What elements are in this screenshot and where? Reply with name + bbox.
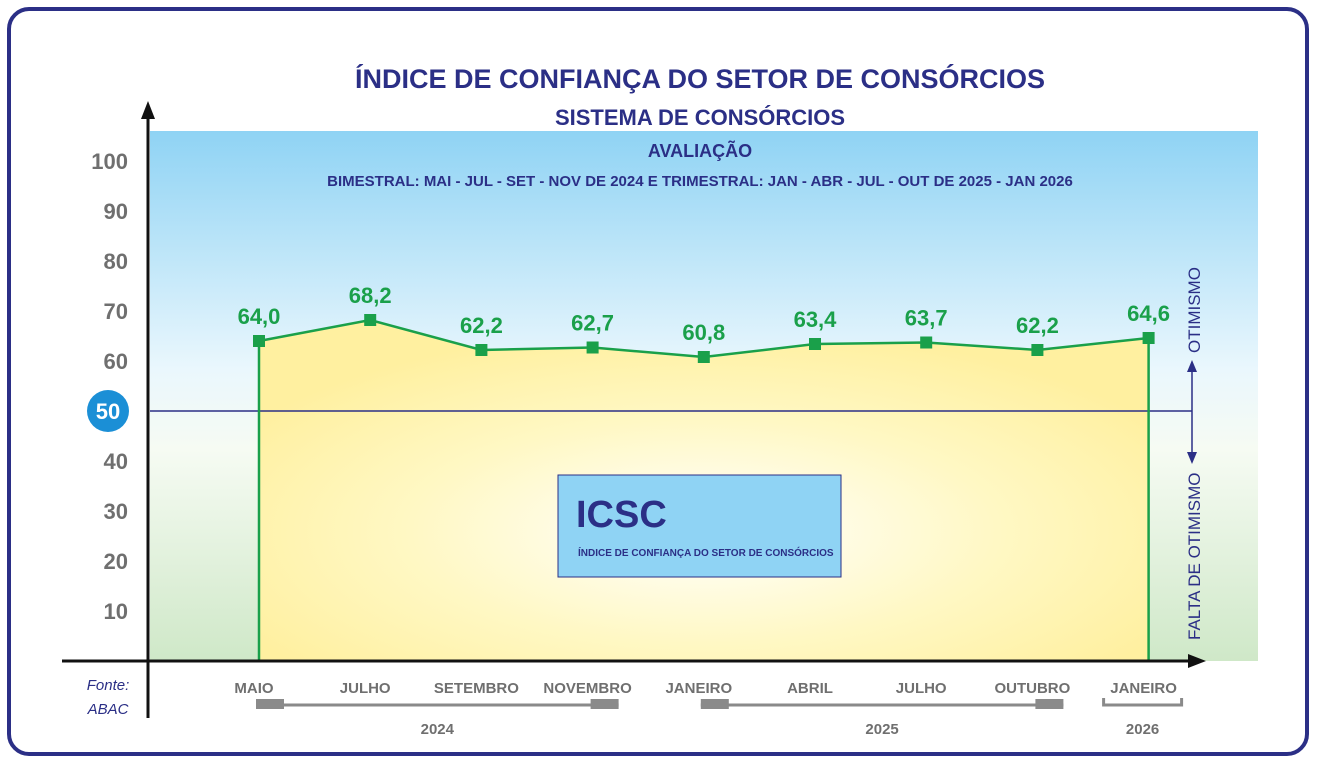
data-point: [364, 314, 377, 326]
year-brackets: 2024 2025 2026: [256, 698, 1184, 738]
y-tick-label: 10: [104, 599, 128, 624]
x-tick-label: NOVEMBRO: [543, 680, 632, 697]
data-point: [586, 341, 599, 354]
source-label: Fonte:: [87, 677, 130, 694]
data-label: 68,2: [349, 283, 392, 308]
legend-acronym: ICSC: [576, 494, 667, 536]
evaluation-detail: BIMESTRAL: MAI - JUL - SET - NOV DE 2024…: [327, 173, 1073, 190]
data-point: [1031, 344, 1044, 356]
x-axis-arrow: [1188, 654, 1206, 668]
series-markers: [253, 314, 1155, 363]
data-point: [809, 338, 821, 350]
side-arrow-up-icon: [1187, 360, 1197, 372]
data-point: [697, 351, 710, 363]
y-tick-label: 60: [104, 349, 128, 374]
side-arrow-down-icon: [1187, 452, 1197, 464]
x-tick-label: JULHO: [896, 680, 947, 697]
x-tick-label: JANEIRO: [1110, 680, 1177, 697]
x-tick-label: SETEMBRO: [434, 680, 519, 697]
year-label: 2026: [1126, 721, 1159, 738]
x-tick-label: MAIO: [234, 680, 273, 697]
y-tick-label: 20: [104, 549, 128, 574]
data-label: 62,7: [571, 311, 614, 336]
data-point: [475, 344, 488, 356]
x-axis-ticks: MAIO JULHO SETEMBRO NOVEMBRO JANEIRO ABRIL JUL…: [234, 680, 1177, 697]
y-tick-label: 100: [91, 149, 128, 174]
chart-subtitle: SISTEMA DE CONSÓRCIOS: [555, 105, 845, 130]
year-label: 2025: [865, 721, 898, 738]
data-label: 64,6: [1127, 301, 1170, 326]
year-bracket-cap: [1035, 699, 1064, 709]
y-tick-label: 90: [104, 199, 128, 224]
reference-badge: [87, 390, 129, 432]
x-tick-label: OUTUBRO: [994, 680, 1070, 697]
data-label: 63,4: [794, 307, 838, 332]
x-tick-label: JULHO: [340, 680, 391, 697]
x-tick-label: JANEIRO: [665, 680, 732, 697]
reference-label: 50: [96, 399, 120, 424]
data-point: [920, 336, 933, 349]
source-name: ABAC: [87, 701, 129, 718]
data-label: 62,2: [460, 313, 503, 338]
chart-title: ÍNDICE DE CONFIANÇA DO SETOR DE CONSÓRCI…: [355, 63, 1045, 94]
data-label: 64,0: [238, 304, 281, 329]
data-point: [1142, 332, 1155, 344]
year-bracket-cap: [700, 699, 729, 709]
x-tick-label: ABRIL: [787, 680, 833, 697]
year-bracket-cap: [256, 699, 284, 709]
lack-of-optimism-label: FALTA DE OTIMISMO: [1185, 472, 1204, 640]
data-labels: 64,0 68,2 62,2 62,7 60,8 63,4 63,7 62,2 64,6: [238, 283, 1170, 345]
y-tick-label: 80: [104, 249, 128, 274]
y-tick-label: 30: [104, 499, 128, 524]
year-bracket: [1102, 698, 1184, 707]
y-axis-arrow: [141, 101, 155, 119]
y-tick-label: 40: [104, 449, 128, 474]
y-tick-label: 70: [104, 299, 128, 324]
optimism-label: OTIMISMO: [1185, 267, 1204, 353]
legend-description: ÍNDICE DE CONFIANÇA DO SETOR DE CONSÓRCI…: [578, 546, 834, 559]
data-label: 63,7: [905, 306, 948, 331]
y-axis-ticks: 10 20 30 40 60 70 80 90 100: [91, 149, 128, 624]
legend-box: [557, 474, 842, 578]
data-point: [253, 335, 265, 347]
year-label: 2024: [421, 721, 455, 738]
evaluation-label: AVALIAÇÃO: [648, 140, 752, 161]
data-label: 60,8: [682, 320, 725, 345]
data-label: 62,2: [1016, 313, 1059, 338]
year-bracket-cap: [590, 699, 619, 709]
